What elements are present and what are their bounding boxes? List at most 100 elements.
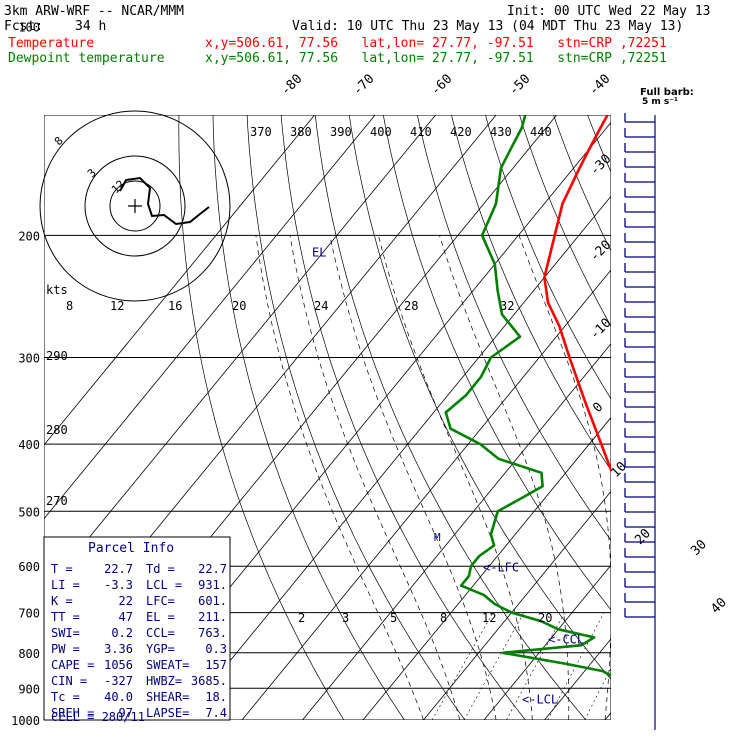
dewpoint-line [444,115,611,678]
hodo-speed-label: 32 [500,299,514,313]
parcel-key: Td = [146,562,175,576]
isotherm-label: -50 [506,72,533,99]
pressure-label: 600 [18,560,40,574]
parcel-value: 0.2 [111,626,133,640]
moist-adiabat [289,235,461,720]
moist-adiabat [378,235,533,720]
parcel-key: YGP= [146,642,175,656]
parcel-value: 22.7 [198,562,227,576]
pressure-label: 300 [18,351,40,365]
mixing-ratio-label: 2 [298,611,305,625]
pressure-label: 1000 [11,714,40,728]
isotherm [44,115,437,594]
parcel-key: CCL= [146,626,175,640]
parcel-key: SWEAT= [146,658,189,672]
hodo-trace [119,176,210,226]
dry-adiabat [590,27,740,735]
temperature-line [543,115,611,474]
theta-label: 420 [450,125,472,139]
model-title: 3km ARW-WRF -- NCAR/MMM [4,4,185,19]
theta-label: 400 [370,125,392,139]
isotherm-label: 20 [632,526,654,548]
isotherm [181,195,611,720]
moist-adiabat [678,235,740,720]
moist-adiabat [329,235,497,720]
pressure-label: 800 [18,647,40,661]
barbs-label: Full barb: [640,87,694,98]
pressure-label: 400 [18,438,40,452]
isotherm-label: -40 [586,72,613,99]
dry-adiabat [246,115,466,720]
isotherm-label: 40 [708,595,730,617]
parcel-value: -327 [104,674,133,688]
theta-label: 270 [46,494,68,508]
isotherm [483,564,611,720]
isotherm [362,416,611,720]
valid-time: Valid: 10 UTC Thu 23 May 13 (04 MDT Thu … [292,19,684,34]
pressure-label: 900 [18,682,40,696]
init-time: Init: 00 UTC Wed 22 May 13 [507,4,711,19]
mixing-ratio-line [547,612,605,720]
parcel-key: CAPE = [51,658,94,672]
isotherm [44,115,376,520]
annotation-el: EL [312,246,326,260]
temperature-info: x,y=506.61, 77.56 lat,lon= 27.77, -97.51… [205,36,667,51]
parcel-key: SREH = [51,706,94,720]
mixing-ratio-line [463,612,525,720]
parcel-value: -3.3 [104,578,133,592]
mixing-ratio-line [431,612,494,720]
mixing-ratio-line [506,612,565,720]
annotation-lcl: <-LCL [522,692,558,706]
pressure-label: 700 [18,607,40,621]
isotherm [666,27,740,720]
parcel-value: 763. [198,626,227,640]
dry-adiabat [416,115,611,541]
parcel-key: LAPSE= [146,706,189,720]
parcel-key: LI = [51,578,80,592]
isotherm-label: -10 [587,316,614,343]
parcel-key: LCL = [146,578,182,592]
isotherm-label: -70 [350,72,377,99]
annotation-lfc: <-LFC [483,561,519,575]
parcel-key: PW = [51,642,80,656]
parcel-value: 7.4 [205,706,227,720]
isotherm [44,115,316,446]
parcel-key: HWBZ= [146,674,182,688]
dry-adiabat [519,115,611,327]
dewpoint-legend: Dewpoint temperature [8,51,165,66]
parcel-value: 47 [119,610,133,624]
dry-adiabat [587,115,611,173]
parcel-value: 40.0 [104,690,133,704]
isotherm [423,490,611,720]
theta-label: 440 [530,125,552,139]
hodo-speed-label: 24 [314,299,328,313]
parcel-value: 1056 [104,658,133,672]
dry-adiabat [485,115,611,400]
hodo-speed-label: 8 [66,299,73,313]
theta-label: 290 [46,349,68,363]
parcel-value: 3685. [191,674,227,688]
pressure-label: 500 [18,505,40,519]
mixing-ratio-label: 5 [390,611,397,625]
mixing-ratio-label: 12 [482,611,496,625]
parcel-info-box: Parcel Info T = 22.7 Td = 22.7 LI = -3.3 LCL = 9… [43,536,231,724]
parcel-value: 22.7 [104,562,133,576]
barbs-unit: 5 m s⁻¹ [642,97,678,107]
theta-label: 370 [250,125,272,139]
dry-adiabat [382,115,611,611]
isotherm-label: -60 [428,72,455,99]
moist-adiabat [439,235,570,720]
moist-adiabat [622,235,667,720]
parcel-key: CIN = [51,674,87,688]
hodo-ring [39,110,231,302]
isotherm [302,343,611,720]
hodo-speed-label: 20 [232,299,246,313]
theta-label: 430 [490,125,512,139]
hodo-ring-label: 8 [52,134,66,148]
forecast-value: 34 h [75,19,107,34]
isotherm-label: 10 [608,459,630,481]
isotherm-label: -80 [278,72,305,99]
isotherm [726,27,740,720]
parcel-key: Tc = [51,690,80,704]
